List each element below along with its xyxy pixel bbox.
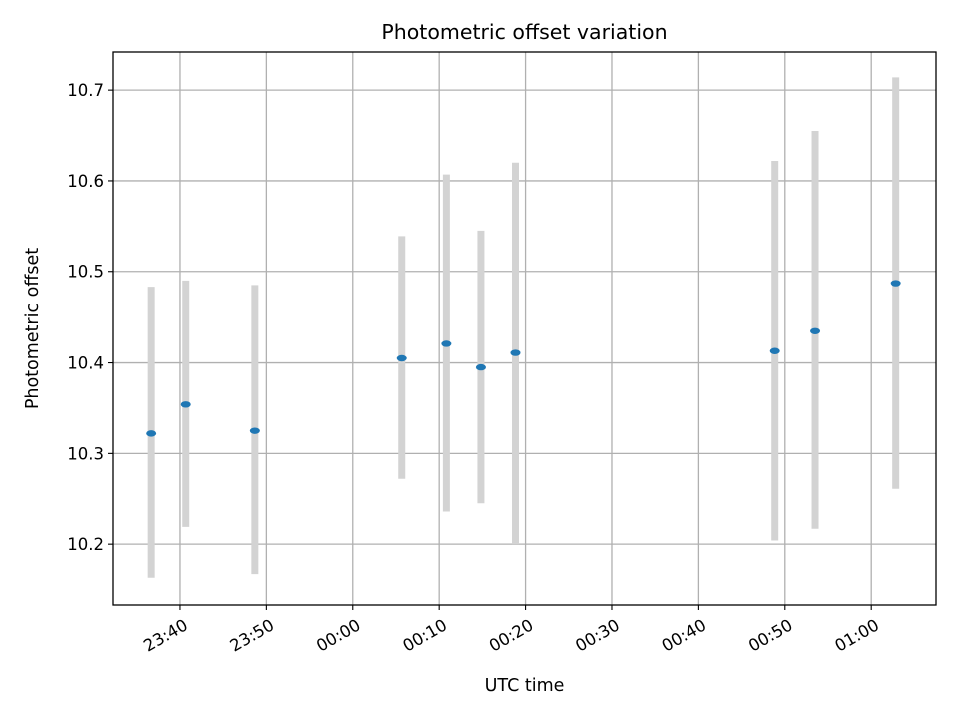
- data-point: [441, 340, 452, 347]
- data-point: [769, 347, 780, 354]
- y-tick-label: 10.3: [67, 444, 104, 463]
- data-point: [810, 327, 821, 334]
- y-tick-label: 10.7: [67, 81, 104, 100]
- data-point: [180, 401, 191, 408]
- y-tick-label: 10.5: [67, 263, 104, 282]
- chart-title: Photometric offset variation: [381, 20, 667, 44]
- y-axis-label: Photometric offset: [23, 248, 43, 409]
- plot-frame: [112, 51, 937, 606]
- data-point: [396, 354, 407, 362]
- data-point: [510, 349, 521, 356]
- data-points: [146, 280, 901, 437]
- data-point: [146, 430, 157, 437]
- y-tick-label: 10.4: [67, 354, 104, 373]
- grid: [113, 52, 936, 605]
- x-axis-label: UTC time: [485, 676, 565, 696]
- y-tick-label: 10.6: [67, 172, 104, 191]
- y-tick-label: 10.2: [67, 535, 104, 554]
- data-point: [475, 363, 486, 371]
- data-point: [890, 280, 901, 287]
- data-point: [249, 427, 260, 434]
